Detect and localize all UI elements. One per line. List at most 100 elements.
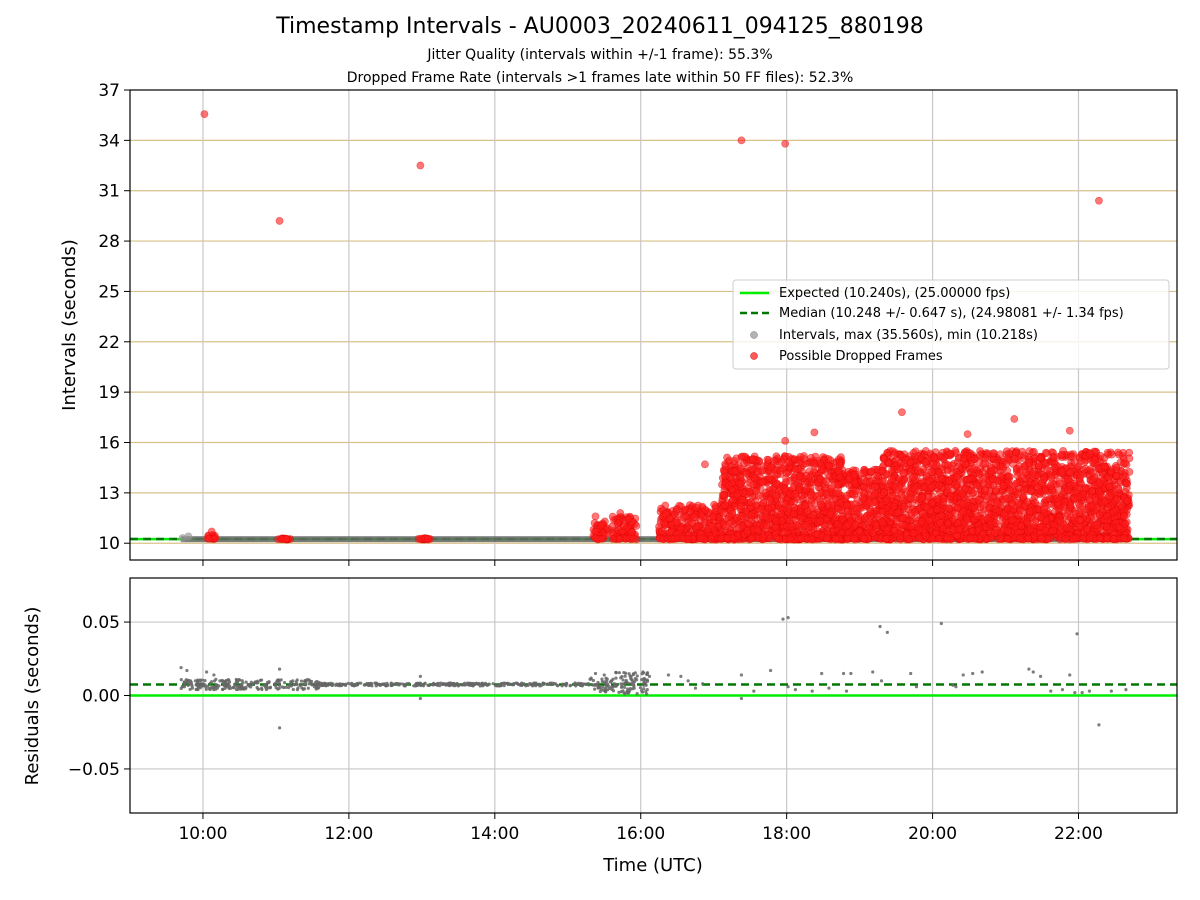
dropped-frame-point bbox=[987, 467, 996, 476]
residual-point bbox=[499, 684, 503, 688]
legend: Expected (10.240s), (25.00000 fps) Media… bbox=[732, 279, 1170, 370]
dropped-frame-point bbox=[707, 522, 716, 530]
dropped-frame-point bbox=[1090, 455, 1099, 464]
dropped-frame-point bbox=[1025, 447, 1034, 456]
dropped-frame-point bbox=[661, 509, 670, 518]
dropped-frame-point bbox=[963, 515, 972, 524]
dropped-frame-point bbox=[1024, 458, 1033, 467]
dropped-frame-point bbox=[696, 515, 705, 524]
residual-point bbox=[284, 685, 288, 689]
residual-point bbox=[645, 678, 649, 682]
dropped-frame-point bbox=[795, 482, 804, 491]
dropped-frame-point bbox=[1075, 516, 1084, 525]
residual-point bbox=[574, 684, 578, 688]
dropped-frame-point bbox=[810, 428, 819, 437]
residual-point bbox=[208, 687, 212, 692]
residual-point bbox=[878, 624, 882, 629]
dropped-frame-point bbox=[810, 459, 819, 468]
dropped-frame-point bbox=[690, 513, 699, 521]
residual-point bbox=[465, 681, 470, 685]
dropped-frame-point bbox=[737, 502, 746, 511]
dropped-frame-point bbox=[709, 512, 718, 521]
dropped-frame-point bbox=[772, 479, 780, 488]
dropped-frame-point bbox=[809, 511, 817, 520]
residual-point bbox=[301, 682, 305, 686]
dropped-frame-point bbox=[890, 526, 899, 535]
dropped-frame-point bbox=[929, 460, 938, 469]
interval-point-band bbox=[181, 536, 645, 543]
x-tick-label: 20:00 bbox=[908, 824, 957, 844]
dropped-frame-point bbox=[968, 527, 977, 536]
dropped-frame-point bbox=[878, 467, 887, 476]
dropped-frame-point bbox=[1114, 484, 1123, 493]
dropped-frame-point bbox=[802, 471, 811, 480]
residual-point bbox=[629, 674, 633, 679]
dropped-frame-point bbox=[739, 488, 748, 497]
dropped-frame-point bbox=[933, 505, 942, 514]
intervals-y-tick-label: 13 bbox=[98, 484, 120, 504]
residual-point bbox=[471, 683, 475, 687]
intervals-y-axis-label: Intervals (seconds) bbox=[59, 239, 80, 411]
dropped-frame-point bbox=[966, 534, 975, 543]
residual-point bbox=[611, 689, 616, 693]
dropped-frame-point bbox=[658, 527, 666, 536]
dropped-frame-point bbox=[787, 522, 796, 531]
dropped-frame-point bbox=[781, 500, 790, 509]
residual-point bbox=[786, 616, 790, 620]
residual-point bbox=[232, 686, 236, 690]
residual-point bbox=[340, 683, 344, 688]
dropped-frame-point bbox=[921, 447, 930, 455]
dropped-frame-point bbox=[963, 430, 972, 439]
dropped-frame-point bbox=[1036, 453, 1045, 462]
dropped-frame-point bbox=[959, 454, 968, 463]
residual-point bbox=[190, 684, 194, 688]
residual-points bbox=[179, 616, 1128, 730]
dropped-frame-point bbox=[937, 512, 946, 520]
dropped-frame-point bbox=[816, 517, 825, 525]
dropped-frame-point bbox=[1026, 525, 1035, 534]
residual-point bbox=[315, 679, 319, 684]
residual-point bbox=[427, 683, 431, 687]
residual-point bbox=[196, 685, 200, 689]
dropped-frame-point bbox=[834, 489, 843, 498]
dropped-frame-point bbox=[816, 475, 824, 484]
dropped-frame-point bbox=[743, 526, 752, 535]
dropped-frame-point bbox=[890, 450, 899, 459]
residuals-y-tick-label: 0.00 bbox=[82, 687, 120, 707]
residual-point bbox=[249, 680, 253, 684]
dropped-frame-point bbox=[979, 501, 988, 509]
dropped-frame-point bbox=[1017, 521, 1026, 530]
residual-point bbox=[220, 678, 224, 683]
residual-point bbox=[374, 681, 378, 685]
dropped-frame-point bbox=[632, 522, 641, 530]
dropped-frame-point bbox=[1014, 490, 1023, 499]
residual-point bbox=[481, 684, 485, 688]
residual-point bbox=[456, 684, 460, 688]
dropped-frame-point bbox=[1065, 426, 1074, 435]
dropped-frame-point bbox=[852, 504, 861, 513]
dropped-frame-point bbox=[1028, 470, 1037, 478]
dropped-frame-point bbox=[945, 504, 953, 513]
residual-point bbox=[277, 683, 282, 687]
dropped-frame-point bbox=[910, 485, 919, 493]
dropped-frame-point bbox=[831, 534, 840, 543]
residual-point bbox=[256, 687, 260, 691]
dropped-frame-point bbox=[802, 485, 811, 494]
residual-point bbox=[971, 671, 975, 676]
intervals-y-tick-label: 34 bbox=[98, 131, 120, 151]
residual-point bbox=[547, 682, 552, 686]
dropped-frame-point bbox=[1114, 450, 1123, 459]
dropped-frame-point bbox=[781, 485, 790, 494]
residuals-y-tick-label: −0.05 bbox=[68, 760, 120, 780]
residual-point bbox=[593, 682, 597, 687]
residual-point bbox=[205, 684, 210, 688]
residual-point bbox=[439, 681, 443, 685]
residual-point bbox=[601, 685, 605, 689]
residual-point bbox=[418, 674, 422, 679]
dropped-frame-point bbox=[791, 490, 800, 498]
residuals-plot: −0.050.000.05 10:00 12:00 14:00 16:00 18:00 2… bbox=[22, 577, 1178, 876]
residual-point bbox=[448, 682, 452, 686]
dropped-frame-point bbox=[1035, 523, 1044, 531]
residual-point bbox=[337, 683, 341, 688]
dropped-frame-point bbox=[893, 465, 902, 474]
